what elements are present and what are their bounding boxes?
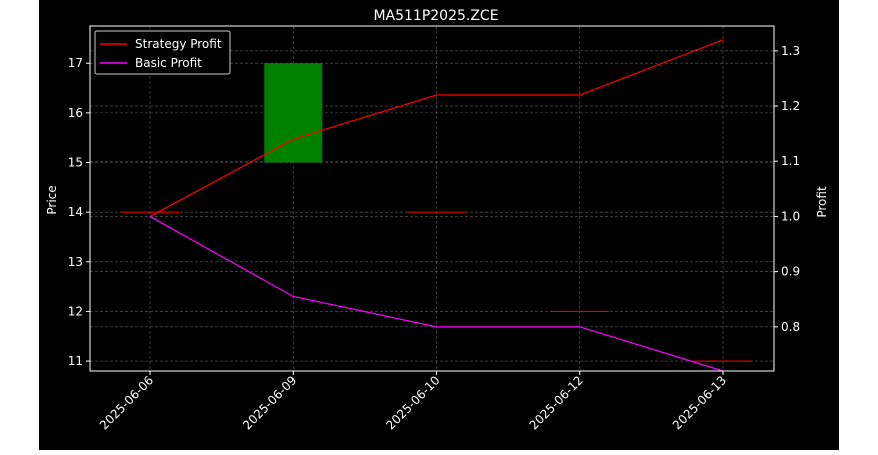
grid-lines xyxy=(90,26,774,371)
candle-body xyxy=(264,63,323,163)
x-tick-label: 2025-06-10 xyxy=(383,373,442,432)
left-tick-label: 14 xyxy=(68,205,83,219)
x-tick-label: 2025-06-13 xyxy=(670,373,729,432)
legend-label: Basic Profit xyxy=(135,56,202,70)
left-tick-label: 15 xyxy=(68,156,83,170)
series-lines-layer xyxy=(149,39,724,372)
legend: Strategy Profit Basic Profit xyxy=(94,30,231,75)
plot-frame xyxy=(89,25,775,372)
chart-svg: MA511P2025.ZCE 2025-06-06 2025-06-09 2025-… xyxy=(45,8,829,432)
left-tick-label: 16 xyxy=(68,106,83,120)
right-tick-label: 0.8 xyxy=(781,320,800,334)
candles-layer xyxy=(121,63,752,362)
x-tick-label: 2025-06-06 xyxy=(97,373,156,432)
right-axis-ticks: 0.8 0.9 1.0 1.1 1.2 1.3 xyxy=(774,44,800,334)
right-tick-label: 1.2 xyxy=(781,99,800,113)
series-line xyxy=(149,215,724,372)
x-tick-label: 2025-06-09 xyxy=(240,373,299,432)
right-axis-label: Profit xyxy=(815,186,829,218)
right-tick-label: 1.3 xyxy=(781,44,800,58)
left-tick-label: 12 xyxy=(68,304,83,318)
left-tick-label: 13 xyxy=(68,255,83,269)
chart-title: MA511P2025.ZCE xyxy=(373,8,498,24)
legend-label: Strategy Profit xyxy=(135,37,222,51)
x-axis-ticks: 2025-06-06 2025-06-09 2025-06-10 2025-06-12… xyxy=(97,371,729,432)
series-line xyxy=(149,39,724,217)
chart-canvas: MA511P2025.ZCE 2025-06-06 2025-06-09 2025-… xyxy=(39,0,839,450)
left-axis-ticks: 11 12 13 14 15 16 17 xyxy=(68,56,90,368)
x-tick-label: 2025-06-12 xyxy=(527,373,586,432)
right-tick-label: 1.1 xyxy=(781,154,800,168)
left-tick-label: 11 xyxy=(68,354,83,368)
right-tick-label: 1.0 xyxy=(781,209,800,223)
legend-box xyxy=(94,30,231,75)
left-axis-label: Price xyxy=(45,185,59,214)
right-tick-label: 0.9 xyxy=(781,265,800,279)
left-tick-label: 17 xyxy=(68,56,83,70)
